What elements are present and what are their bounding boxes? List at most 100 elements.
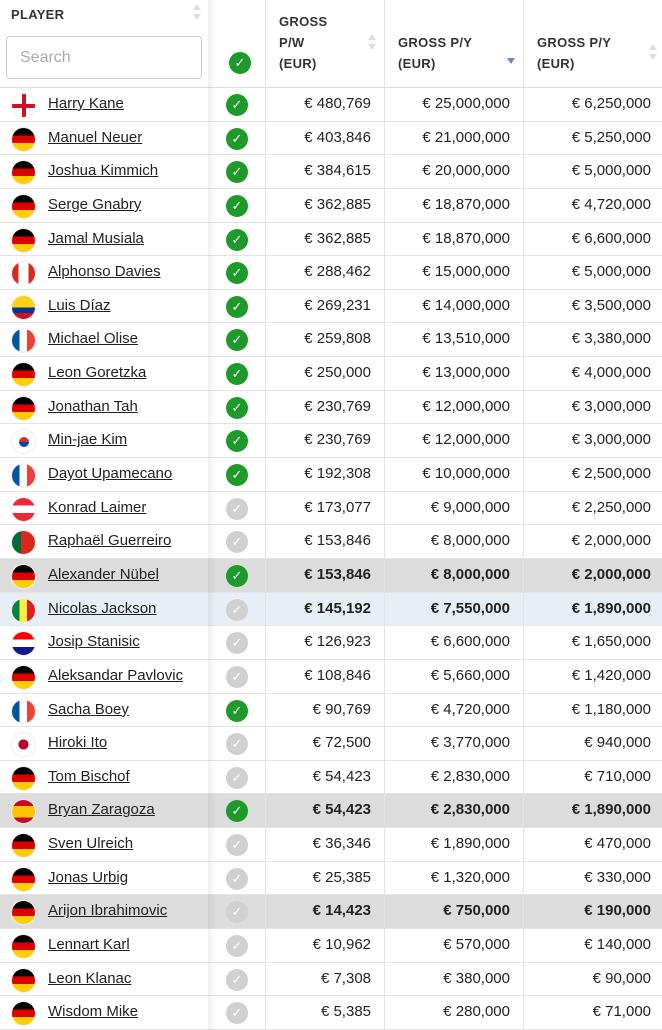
check-icon[interactable]: ✓ [226, 699, 248, 722]
check-icon[interactable]: ✓ [226, 632, 248, 655]
sort-icon[interactable] [193, 4, 201, 20]
check-icon[interactable]: ✓ [226, 430, 248, 453]
player-name-link[interactable]: Joshua Kimmich [48, 162, 159, 180]
table-row[interactable]: Alphonso Davies ✓ € 288,462 € 15,000,000… [0, 256, 662, 290]
table-row[interactable]: Leon Goretzka ✓ € 250,000 € 13,000,000 €… [0, 357, 662, 391]
table-row[interactable]: Sacha Boey ✓ € 90,769 € 4,720,000 € 1,18… [0, 694, 662, 728]
table-row[interactable]: Jamal Musiala ✓ € 362,885 € 18,870,000 €… [0, 223, 662, 257]
table-row[interactable]: Lennart Karl ✓ € 10,962 € 570,000 € 140,… [0, 929, 662, 963]
player-name-link[interactable]: Alexander Nübel [48, 565, 159, 583]
column-header-gross-py[interactable]: GROSS P/Y (EUR) [384, 0, 523, 88]
table-row[interactable]: Josip Stanisic ✓ € 126,923 € 6,600,000 €… [0, 626, 662, 660]
check-icon[interactable]: ✓ [226, 598, 248, 621]
check-icon[interactable]: ✓ [226, 464, 248, 487]
check-icon[interactable]: ✓ [226, 867, 248, 890]
player-name-link[interactable]: Aleksandar Pavlovic [48, 666, 184, 684]
check-icon[interactable]: ✓ [226, 766, 248, 789]
check-icon[interactable]: ✓ [226, 1002, 248, 1025]
player-name-link[interactable]: Jonas Urbig [48, 868, 129, 886]
check-icon[interactable]: ✓ [226, 901, 248, 924]
table-row[interactable]: Aleksandar Pavlovic ✓ € 108,846 € 5,660,… [0, 660, 662, 694]
player-name-link[interactable]: Jonathan Tah [48, 397, 138, 415]
player-name-link[interactable]: Min-jae Kim [48, 431, 128, 449]
check-icon[interactable]: ✓ [226, 968, 248, 991]
player-name-link[interactable]: Leon Klanac [48, 969, 132, 987]
table-row[interactable]: Bryan Zaragoza ✓ € 54,423 € 2,830,000 € … [0, 794, 662, 829]
player-name-link[interactable]: Harry Kane [48, 95, 124, 112]
table-row[interactable]: Jonas Urbig ✓ € 25,385 € 1,320,000 € 330… [0, 862, 662, 896]
check-icon[interactable]: ✓ [226, 363, 248, 386]
column-header-gross-pw[interactable]: GROSS P/W (EUR) [265, 0, 384, 88]
check-icon[interactable]: ✓ [226, 733, 248, 756]
table-row[interactable]: Manuel Neuer ✓ € 403,846 € 21,000,000 € … [0, 122, 662, 156]
check-icon[interactable]: ✓ [226, 94, 248, 116]
player-name-link[interactable]: Leon Goretzka [48, 364, 147, 382]
table-row[interactable]: Hiroki Ito ✓ € 72,500 € 3,770,000 € 940,… [0, 727, 662, 761]
check-icon[interactable]: ✓ [226, 834, 248, 857]
flag-france-icon [11, 698, 36, 724]
check-all-icon[interactable]: ✓ [229, 52, 251, 74]
check-icon[interactable]: ✓ [226, 935, 248, 958]
table-row[interactable]: Sven Ulreich ✓ € 36,346 € 1,890,000 € 47… [0, 828, 662, 862]
player-name-link[interactable]: Lennart Karl [48, 936, 130, 954]
player-name-link[interactable]: Michael Olise [48, 330, 139, 348]
table-row[interactable]: Nicolas Jackson ✓ € 145,192 € 7,550,000 … [0, 592, 662, 627]
gross-pw-cell: € 145,192 [304, 599, 371, 617]
table-row[interactable]: Konrad Laimer ✓ € 173,077 € 9,000,000 € … [0, 492, 662, 526]
check-icon[interactable]: ✓ [226, 800, 248, 823]
player-name-link[interactable]: Raphaël Guerreiro [48, 532, 172, 550]
sort-descending-icon[interactable] [507, 48, 515, 64]
player-name-link[interactable]: Dayot Upamecano [48, 465, 173, 483]
table-row[interactable]: Serge Gnabry ✓ € 362,885 € 18,870,000 € … [0, 189, 662, 223]
table-row[interactable]: Arijon Ibrahimovic ✓ € 14,423 € 750,000 … [0, 895, 662, 930]
search-input[interactable] [6, 36, 202, 79]
player-name-link[interactable]: Wisdom Mike [48, 1003, 139, 1021]
player-name-link[interactable]: Serge Gnabry [48, 195, 142, 213]
player-name-link[interactable]: Luis Díaz [48, 296, 111, 314]
player-name-link[interactable]: Jamal Musiala [48, 229, 144, 247]
player-name-link[interactable]: Manuel Neuer [48, 128, 143, 146]
gross-py-cell: € 18,870,000 [422, 195, 510, 213]
table-body: Harry Kane ✓ € 480,769 € 25,000,000 € 6,… [0, 88, 662, 1030]
check-icon[interactable]: ✓ [226, 396, 248, 419]
check-icon[interactable]: ✓ [226, 161, 248, 184]
player-name-link[interactable]: Sven Ulreich [48, 835, 134, 853]
table-row[interactable]: Wisdom Mike ✓ € 5,385 € 280,000 € 71,000 [0, 996, 662, 1030]
player-name-link[interactable]: Hiroki Ito [48, 734, 108, 752]
table-row[interactable]: Min-jae Kim ✓ € 230,769 € 12,000,000 € 3… [0, 424, 662, 459]
player-name-link[interactable]: Josip Stanisic [48, 633, 140, 651]
table-row[interactable]: Luis Díaz ✓ € 269,231 € 14,000,000 € 3,5… [0, 290, 662, 324]
table-row[interactable]: Alexander Nübel ✓ € 153,846 € 8,000,000 … [0, 558, 662, 593]
table-row[interactable]: Joshua Kimmich ✓ € 384,615 € 20,000,000 … [0, 155, 662, 189]
check-icon[interactable]: ✓ [226, 194, 248, 217]
check-icon[interactable]: ✓ [226, 262, 248, 285]
table-row[interactable]: Raphaël Guerreiro ✓ € 153,846 € 8,000,00… [0, 525, 662, 559]
column-header-gross-py-2[interactable]: GROSS P/Y (EUR) [523, 0, 662, 88]
table-row[interactable]: Michael Olise ✓ € 259,808 € 13,510,000 €… [0, 323, 662, 358]
check-icon[interactable]: ✓ [226, 665, 248, 688]
gross-pw-cell: € 90,769 [312, 700, 371, 718]
table-row[interactable]: Dayot Upamecano ✓ € 192,308 € 10,000,000… [0, 458, 662, 492]
check-icon[interactable]: ✓ [226, 564, 248, 587]
check-icon[interactable]: ✓ [226, 228, 248, 251]
check-icon[interactable]: ✓ [226, 127, 248, 150]
player-name-link[interactable]: Nicolas Jackson [48, 599, 157, 617]
check-icon[interactable]: ✓ [226, 295, 248, 318]
check-icon[interactable]: ✓ [226, 329, 248, 352]
table-row[interactable]: Tom Bischof ✓ € 54,423 € 2,830,000 € 710… [0, 761, 662, 795]
column-header-player[interactable]: PLAYER [11, 4, 64, 24]
gross-py-cell: € 3,770,000 [430, 734, 510, 752]
sort-icon[interactable] [368, 34, 376, 50]
sort-icon[interactable] [649, 44, 657, 60]
table-row[interactable]: Jonathan Tah ✓ € 230,769 € 12,000,000 € … [0, 391, 662, 425]
player-name-link[interactable]: Alphonso Davies [48, 263, 161, 281]
check-icon[interactable]: ✓ [226, 531, 248, 554]
player-name-link[interactable]: Bryan Zaragoza [48, 801, 155, 819]
table-row[interactable]: Leon Klanac ✓ € 7,308 € 380,000 € 90,000 [0, 963, 662, 997]
check-icon[interactable]: ✓ [226, 497, 248, 520]
player-name-link[interactable]: Arijon Ibrahimovic [48, 902, 168, 920]
player-name-link[interactable]: Tom Bischof [48, 767, 130, 785]
player-name-link[interactable]: Konrad Laimer [48, 498, 147, 516]
table-row[interactable]: Harry Kane ✓ € 480,769 € 25,000,000 € 6,… [0, 88, 662, 122]
player-name-link[interactable]: Sacha Boey [48, 700, 129, 718]
